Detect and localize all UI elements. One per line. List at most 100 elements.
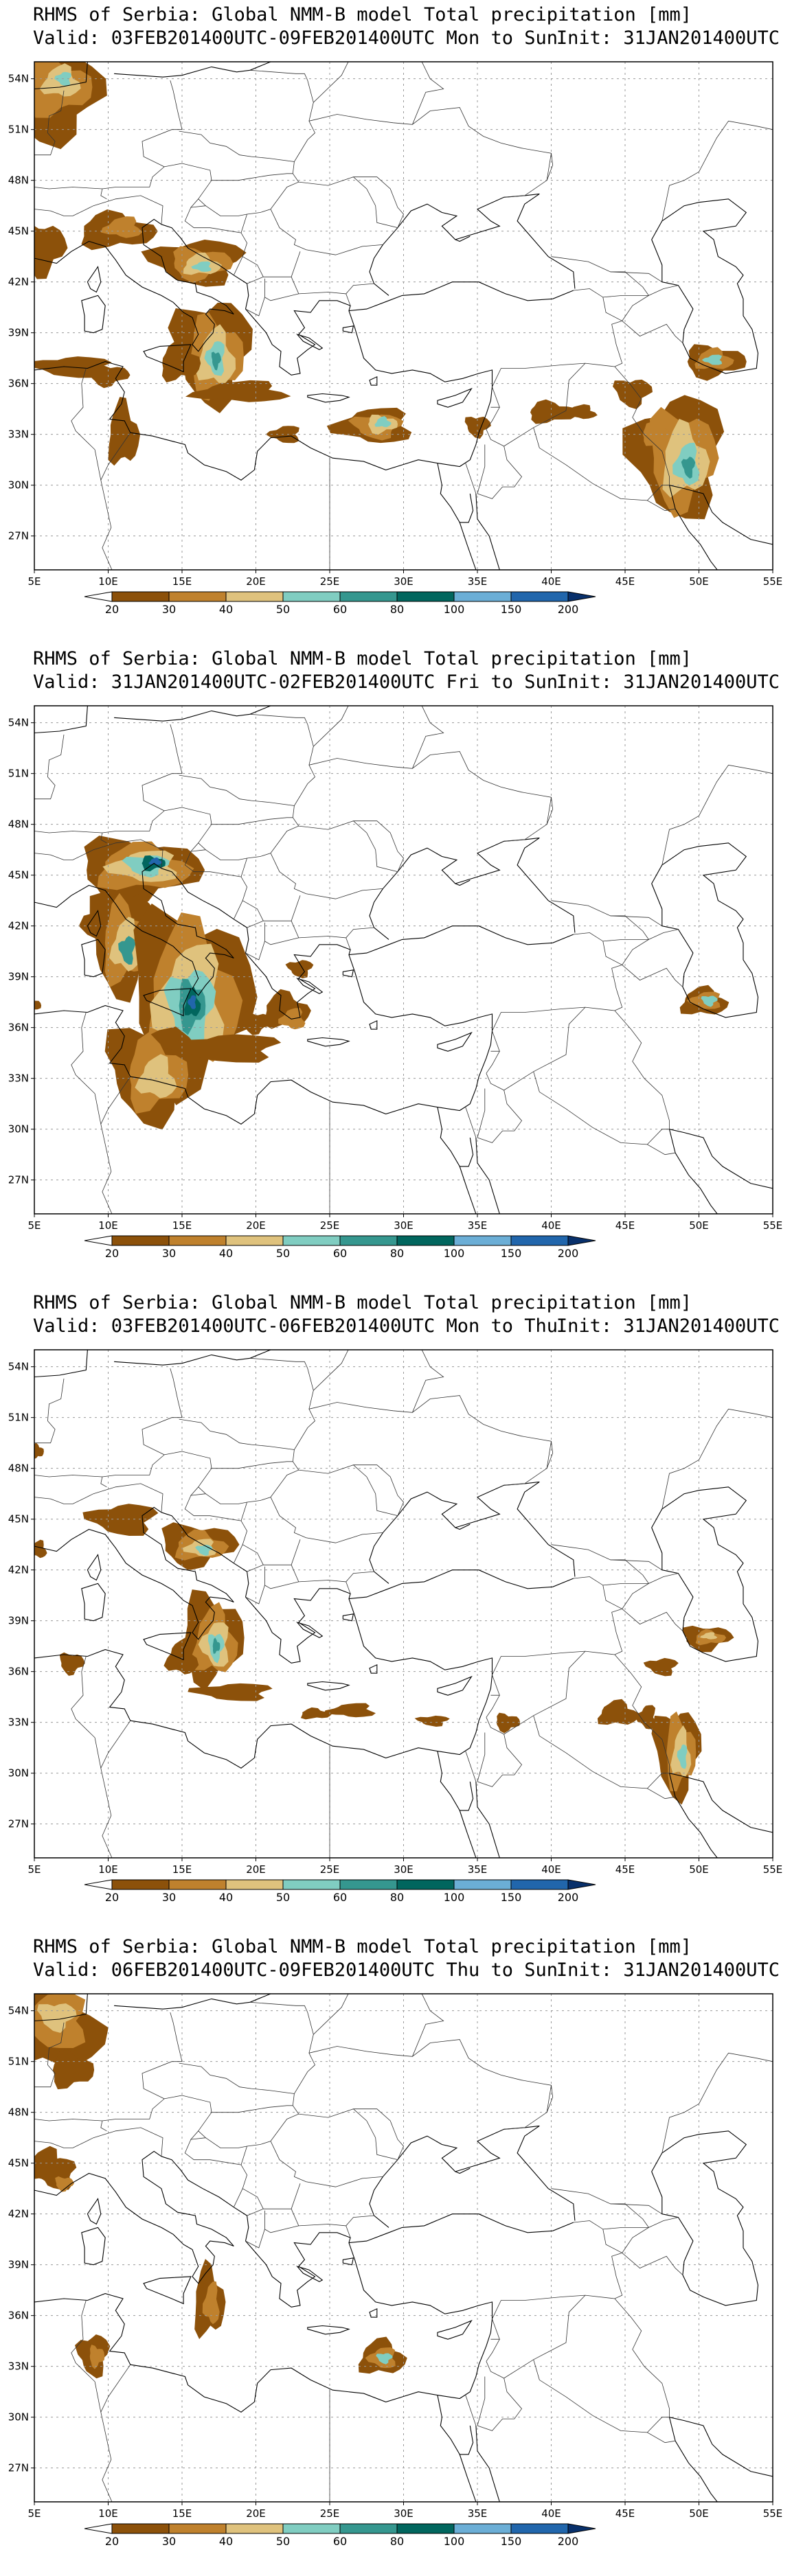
country-border xyxy=(308,107,552,196)
country-border xyxy=(270,209,383,255)
country-border xyxy=(34,195,163,225)
lat-label: 51N xyxy=(8,1412,29,1424)
country-border xyxy=(412,1994,444,2057)
precip-area xyxy=(34,225,68,279)
lat-label: 48N xyxy=(8,174,29,187)
lon-label: 35E xyxy=(468,575,488,588)
colorbar-level-label: 20 xyxy=(105,1891,119,1904)
lat-label: 45N xyxy=(8,2157,29,2170)
coastline xyxy=(348,1569,574,1600)
country-border xyxy=(661,1408,773,1509)
coastline xyxy=(437,1107,477,1214)
country-border xyxy=(477,444,486,494)
colorbar-level-label: 40 xyxy=(219,603,233,616)
coastline xyxy=(669,1773,773,1833)
island-outline xyxy=(87,910,102,937)
lat-label: 33N xyxy=(8,428,29,441)
lat-label: 33N xyxy=(8,2360,29,2373)
precip-area xyxy=(700,1632,718,1640)
precip-area xyxy=(191,261,212,272)
country-border xyxy=(504,2127,525,2130)
precip-area xyxy=(161,341,201,383)
precip-area xyxy=(212,1637,220,1654)
colorbar-swatch xyxy=(453,1235,512,1246)
country-border xyxy=(313,1350,349,1391)
colorbar-swatch xyxy=(282,1879,341,1890)
lat-label: 54N xyxy=(8,2005,29,2017)
precip-area xyxy=(635,1705,656,1729)
colorbar: 20 30 40 50 60 80 100 150 200 xyxy=(84,2523,596,2548)
colorbar-swatch xyxy=(282,1235,341,1246)
country-border xyxy=(661,2052,773,2153)
precip-area xyxy=(701,354,723,365)
colorbar: 20 30 40 50 60 80 100 150 200 xyxy=(84,591,596,616)
country-border xyxy=(346,937,351,950)
precip-area xyxy=(187,995,196,1009)
coastline xyxy=(651,198,759,374)
country-border xyxy=(298,1571,374,1583)
coastline xyxy=(161,868,351,1020)
country-border xyxy=(486,1695,500,1718)
country-border xyxy=(551,900,650,942)
colorbar-swatch xyxy=(111,1879,170,1890)
precip-area xyxy=(300,1707,332,1720)
country-border xyxy=(412,62,444,125)
precip-area xyxy=(135,1054,177,1099)
lon-label: 30E xyxy=(394,2507,414,2520)
country-border xyxy=(492,965,623,1031)
country-border xyxy=(264,277,299,301)
panel-title: RHMS of Serbia: Global NMM-B model Total… xyxy=(33,648,692,669)
colorbar-swatch xyxy=(396,591,455,602)
country-border xyxy=(100,432,131,570)
country-border xyxy=(546,1441,554,1469)
country-border xyxy=(308,1395,552,1484)
country-border xyxy=(298,2108,404,2161)
lat-label: 42N xyxy=(8,920,29,932)
country-border xyxy=(465,1107,477,1138)
precip-area xyxy=(414,1715,450,1727)
map-panel-4: RHMS of Serbia: Global NMM-B model Total… xyxy=(0,1932,792,2576)
lon-label: 45E xyxy=(615,2507,635,2520)
coastline xyxy=(475,1137,500,1214)
coastline xyxy=(369,1481,576,1584)
country-border xyxy=(190,842,206,852)
colorbar-swatch xyxy=(453,1879,512,1890)
lat-label: 27N xyxy=(8,1174,29,1186)
lon-label: 40E xyxy=(541,1219,561,1232)
country-border xyxy=(179,130,295,174)
coastline xyxy=(34,258,35,259)
coastline xyxy=(460,493,474,523)
colorbar-swatch xyxy=(225,1235,284,1246)
precip-area xyxy=(34,1442,44,1459)
country-border xyxy=(264,2209,299,2233)
lat-label: 36N xyxy=(8,1666,29,1678)
precip-area xyxy=(562,404,598,419)
panel-init-time: Init: 31JAN201400UTC xyxy=(556,27,780,49)
coastline xyxy=(161,1512,351,1664)
country-border xyxy=(477,1734,523,1787)
island-outline xyxy=(342,325,354,334)
lat-label: 51N xyxy=(8,768,29,780)
island-outline xyxy=(81,939,106,978)
map-canvas xyxy=(34,1994,773,2502)
coastline xyxy=(34,2242,493,2413)
country-border xyxy=(504,195,525,198)
coastline xyxy=(114,1350,271,1366)
country-border xyxy=(245,297,265,317)
country-border xyxy=(298,2215,374,2227)
colorbar-level-label: 80 xyxy=(390,1891,404,1904)
lat-label: 39N xyxy=(8,1615,29,1627)
lat-label: 27N xyxy=(8,1818,29,1830)
coastline xyxy=(668,2417,718,2502)
coastline xyxy=(34,62,88,90)
lon-label: 10E xyxy=(98,1219,118,1232)
coastline xyxy=(460,1137,474,1167)
country-border xyxy=(533,1071,676,1155)
map-canvas xyxy=(34,1350,773,1858)
island-outline xyxy=(143,1632,192,1661)
country-border xyxy=(240,1502,247,1521)
country-border xyxy=(298,820,404,873)
country-border xyxy=(490,1675,500,1696)
coastline xyxy=(437,1751,477,1858)
country-border xyxy=(34,2127,163,2157)
